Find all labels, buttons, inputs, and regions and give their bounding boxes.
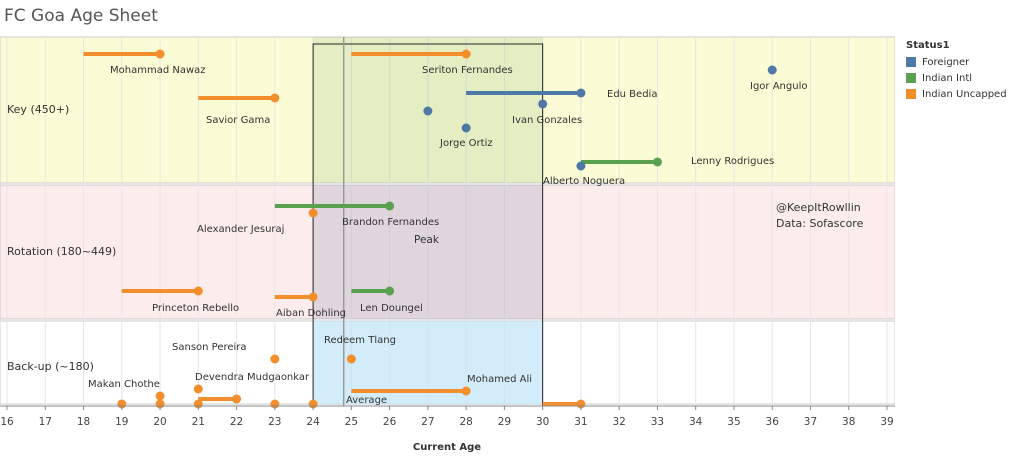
redeem-tlang-label: Redeem Tlang <box>324 335 396 346</box>
x-tick-label-22: 22 <box>230 416 243 428</box>
mohamed-ali-label: Mohamed Ali <box>467 374 532 385</box>
x-tick-label-37: 37 <box>804 416 817 428</box>
x-tick-label-26: 26 <box>383 416 397 428</box>
x-tick-label-33: 33 <box>651 416 664 428</box>
zone-band-rotation-180-449 <box>0 184 895 320</box>
princeton-rebello-label: Princeton Rebello <box>152 303 239 314</box>
x-tick-label-17: 17 <box>39 416 52 428</box>
zone-label-key-450: Key (450+) <box>7 103 69 116</box>
legend: Status1 Foreigner Indian Intl Indian Unc… <box>906 40 1007 102</box>
igor-angulo-label: Igor Angulo <box>750 81 807 92</box>
savior-gama-point <box>270 93 280 103</box>
princeton-rebello-point <box>193 286 203 296</box>
annotation-line-2: Data: Sofascore <box>776 217 864 230</box>
x-tick-label-18: 18 <box>77 416 90 428</box>
devendra-mudgaonkar-label: Devendra Mudgaonkar <box>195 372 310 383</box>
mohamed-ali-point <box>461 386 471 396</box>
lenny-rodrigues-point <box>652 157 662 167</box>
legend-swatch-indian-intl <box>906 73 916 83</box>
x-tick-label-29: 29 <box>498 416 511 428</box>
average-label: Average <box>346 395 387 406</box>
sanson-pereira-point <box>270 354 280 364</box>
aiban-dohling-label: Aiban Dohling <box>276 308 346 319</box>
len-doungel-label: Len Doungel <box>360 303 423 314</box>
jorge-ortiz-label: Jorge Ortiz <box>439 138 493 149</box>
x-tick-label-20: 20 <box>153 416 166 428</box>
lenny-rodrigues-label: Lenny Rodrigues <box>691 156 774 167</box>
seriton-fernandes-point <box>461 49 471 59</box>
annotation-line-1: @KeepItRowllin <box>776 201 861 214</box>
legend-label-indian-intl: Indian Intl <box>922 72 973 84</box>
savior-gama-label: Savior Gama <box>206 115 270 126</box>
x-tick-label-16: 16 <box>0 416 14 428</box>
x-tick-label-36: 36 <box>766 416 780 428</box>
ivan-gonzales-point <box>538 99 548 109</box>
x-tick-label-35: 35 <box>727 416 740 428</box>
alberto-noguera-label: Alberto Noguera <box>543 176 625 187</box>
zone-label-back-up-180: Back-up (~180) <box>7 360 94 373</box>
x-tick-label-38: 38 <box>842 416 855 428</box>
alberto-noguera-point <box>576 161 586 171</box>
x-tick-label-34: 34 <box>689 416 703 428</box>
legend-item-foreigner[interactable]: Foreigner <box>906 54 1007 70</box>
sanson-pereira-label: Sanson Pereira <box>172 342 247 353</box>
x-tick-label-23: 23 <box>268 416 281 428</box>
age-chart: Key (450+) Rotation (180~449) Back-up (~18… <box>0 36 895 453</box>
x-tick-label-27: 27 <box>421 416 434 428</box>
legend-item-indian-intl[interactable]: Indian Intl <box>906 70 1007 86</box>
player-23-point <box>232 394 242 404</box>
mohammad-nawaz-point <box>155 49 165 59</box>
alexander-jesuraj-point <box>308 208 318 218</box>
x-tick-label-19: 19 <box>115 416 128 428</box>
legend-title: Status1 <box>906 40 950 51</box>
x-tick-label-21: 21 <box>192 416 205 428</box>
makan-chothe-label: Makan Chothe <box>88 379 160 390</box>
zone-label-rotation-180-449: Rotation (180~449) <box>7 245 116 258</box>
mohammad-nawaz-label: Mohammad Nawaz <box>110 65 206 76</box>
jorge-ortiz-point <box>461 123 471 133</box>
igor-angulo-point <box>767 65 777 75</box>
brandon-fernandes-label: Brandon Fernandes <box>342 217 439 228</box>
edu-bedia-label: Edu Bedia <box>607 89 657 100</box>
peak-label: Peak <box>414 234 440 246</box>
x-tick-label-28: 28 <box>459 416 472 428</box>
x-tick-label-24: 24 <box>306 416 320 428</box>
player-6-point <box>423 106 433 116</box>
alexander-jesuraj-label: Alexander Jesuraj <box>197 224 284 235</box>
legend-swatch-indian-uncapped <box>906 89 916 99</box>
ivan-gonzales-label: Ivan Gonzales <box>512 115 582 126</box>
edu-bedia-point <box>576 88 586 98</box>
x-tick-label-32: 32 <box>612 416 625 428</box>
seriton-fernandes-label: Seriton Fernandes <box>422 65 513 76</box>
x-tick-label-30: 30 <box>536 416 549 428</box>
aiban-dohling-point <box>308 292 318 302</box>
page-title: FC Goa Age Sheet <box>4 6 158 26</box>
makan-chothe-point <box>155 391 165 401</box>
x-axis-label: Current Age <box>413 442 481 453</box>
redeem-tlang-point <box>346 354 356 364</box>
len-doungel-point <box>385 286 395 296</box>
legend-item-indian-uncapped[interactable]: Indian Uncapped <box>906 86 1007 102</box>
brandon-fernandes-point <box>385 201 395 211</box>
devendra-mudgaonkar-point <box>193 384 203 394</box>
legend-swatch-foreigner <box>906 57 916 67</box>
legend-label-indian-uncapped: Indian Uncapped <box>922 88 1007 100</box>
x-tick-label-39: 39 <box>880 416 893 428</box>
x-tick-label-25: 25 <box>345 416 358 428</box>
legend-label-foreigner: Foreigner <box>922 56 970 68</box>
zone-band-key-450 <box>0 36 895 184</box>
x-tick-label-31: 31 <box>574 416 587 428</box>
